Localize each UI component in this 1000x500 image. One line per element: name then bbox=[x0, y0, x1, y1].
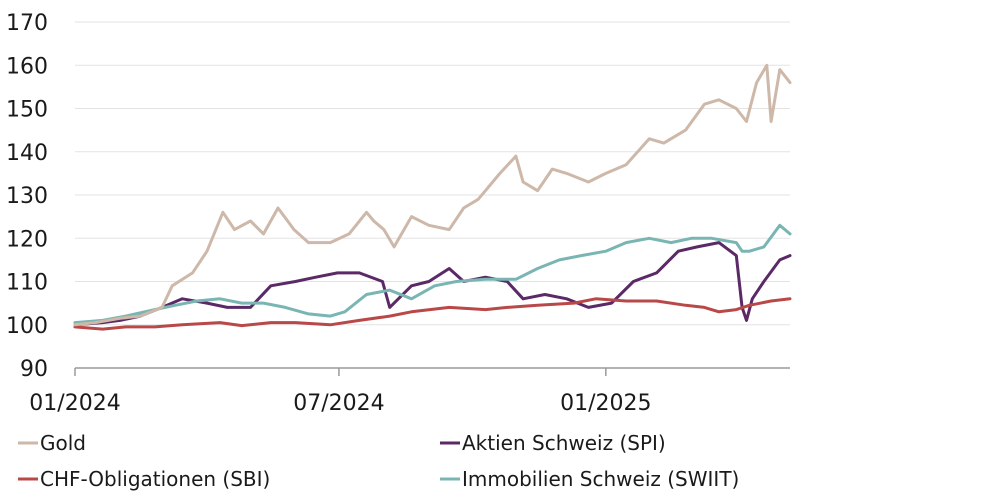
series-line-0 bbox=[73, 63, 792, 327]
y-tick-label: 170 bbox=[6, 11, 48, 36]
legend-label: Gold bbox=[40, 431, 86, 455]
x-tick-label: 01/2025 bbox=[560, 391, 651, 416]
x-axis-ticks: 01/2024 07/2024 01/2025 bbox=[29, 368, 652, 416]
y-tick-label: 90 bbox=[20, 357, 48, 382]
series-line-2 bbox=[73, 297, 792, 331]
y-tick-label: 110 bbox=[6, 271, 48, 296]
y-tick-label: 140 bbox=[6, 141, 48, 166]
legend-label: Aktien Schweiz (SPI) bbox=[462, 431, 666, 455]
x-tick-label: 07/2024 bbox=[293, 391, 384, 416]
series-line-1 bbox=[73, 241, 792, 327]
series-line-3 bbox=[73, 223, 792, 325]
legend-label: Immobilien Schweiz (SWIIT) bbox=[462, 467, 739, 491]
legend: Gold Aktien Schweiz (SPI) CHF-Obligationen… bbox=[18, 431, 739, 491]
x-tick-label: 01/2024 bbox=[29, 391, 120, 416]
y-axis-tick-labels: 90 100 110 120 130 140 150 160 170 bbox=[6, 11, 48, 382]
y-tick-label: 130 bbox=[6, 184, 48, 209]
series-lines bbox=[73, 63, 792, 331]
y-tick-label: 100 bbox=[6, 314, 48, 339]
y-tick-label: 150 bbox=[6, 98, 48, 123]
y-tick-label: 160 bbox=[6, 54, 48, 79]
legend-label: CHF-Obligationen (SBI) bbox=[40, 467, 270, 491]
grid bbox=[75, 21, 790, 326]
y-tick-label: 120 bbox=[6, 227, 48, 252]
